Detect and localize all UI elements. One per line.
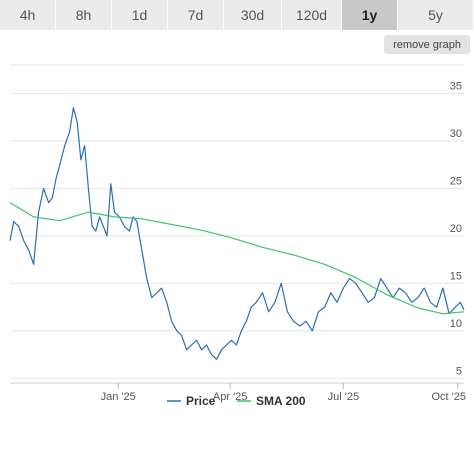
tab-7d[interactable]: 7d xyxy=(168,0,224,30)
tab-120d[interactable]: 120d xyxy=(282,0,342,30)
legend-price-label: Price xyxy=(186,394,216,408)
y-tick-label: 15 xyxy=(450,270,462,282)
tab-30d[interactable]: 30d xyxy=(224,0,282,30)
sma-series-line xyxy=(9,202,465,315)
x-tick-label: Oct '25 xyxy=(431,391,466,403)
tab-1d[interactable]: 1d xyxy=(112,0,168,30)
tab-8h[interactable]: 8h xyxy=(56,0,112,30)
timeframe-tabs: 4h 8h 1d 7d 30d 120d 1y 5y xyxy=(0,0,474,30)
price-series-line xyxy=(9,107,465,360)
tab-5y[interactable]: 5y xyxy=(398,0,474,30)
tab-4h[interactable]: 4h xyxy=(0,0,56,30)
y-tick-label: 5 xyxy=(456,365,462,377)
y-tick-label: 35 xyxy=(450,80,462,92)
tab-1y[interactable]: 1y xyxy=(342,0,398,30)
y-tick-label: 30 xyxy=(450,128,462,140)
x-tick-label: Jul '25 xyxy=(328,391,359,403)
x-tick-label: Jan '25 xyxy=(101,391,136,403)
y-tick-label: 25 xyxy=(450,175,462,187)
remove-graph-button[interactable]: remove graph xyxy=(384,35,470,54)
x-tick-label: Apr '25 xyxy=(213,391,248,403)
y-tick-label: 10 xyxy=(450,318,462,330)
legend-sma-200-label: SMA 200 xyxy=(256,394,306,408)
y-tick-label: 20 xyxy=(450,223,462,235)
